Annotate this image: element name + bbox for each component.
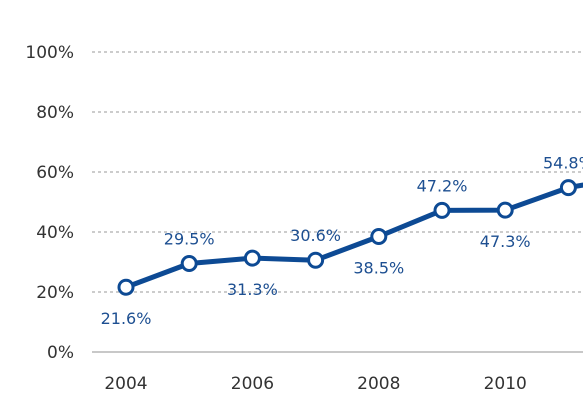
y-axis-ticks: 0% 20% 40% 60% 80% 100% bbox=[25, 43, 74, 363]
markers bbox=[117, 179, 577, 296]
y-tick-label: 40% bbox=[36, 223, 74, 243]
y-tick-label: 20% bbox=[36, 283, 74, 303]
x-tick-label: 2010 bbox=[484, 374, 527, 394]
y-tick-label: 0% bbox=[47, 343, 74, 363]
data-label: 21.6% bbox=[101, 309, 152, 328]
y-tick-label: 80% bbox=[36, 103, 74, 123]
data-point-marker bbox=[433, 201, 451, 219]
data-label: 30.6% bbox=[290, 226, 341, 245]
y-tick-label: 60% bbox=[36, 163, 74, 183]
data-label: 29.5% bbox=[164, 230, 215, 249]
data-label: 54.8% bbox=[543, 154, 583, 173]
data-label: 47.2% bbox=[417, 176, 468, 195]
x-axis-ticks: 2004 2006 2008 2010 bbox=[104, 374, 526, 394]
data-point-marker bbox=[370, 228, 388, 245]
data-point-marker bbox=[180, 255, 198, 272]
data-point-marker bbox=[117, 278, 135, 296]
x-tick-label: 2006 bbox=[231, 374, 274, 394]
x-tick-label: 2004 bbox=[104, 374, 147, 394]
data-point-marker bbox=[307, 251, 325, 269]
data-point-marker bbox=[559, 179, 577, 197]
data-label: 31.3% bbox=[227, 280, 278, 299]
data-label: 47.3% bbox=[480, 232, 531, 251]
y-tick-label: 100% bbox=[25, 43, 74, 63]
data-point-marker bbox=[243, 249, 261, 267]
data-label: 38.5% bbox=[353, 259, 404, 278]
data-point-marker bbox=[496, 201, 514, 219]
grid-lines bbox=[92, 51, 583, 353]
data-labels: 21.6% 29.5% 31.3% 30.6% 38.5% 47.2% 47.3% 54.8% bbox=[101, 154, 583, 329]
x-tick-label: 2008 bbox=[357, 374, 400, 394]
